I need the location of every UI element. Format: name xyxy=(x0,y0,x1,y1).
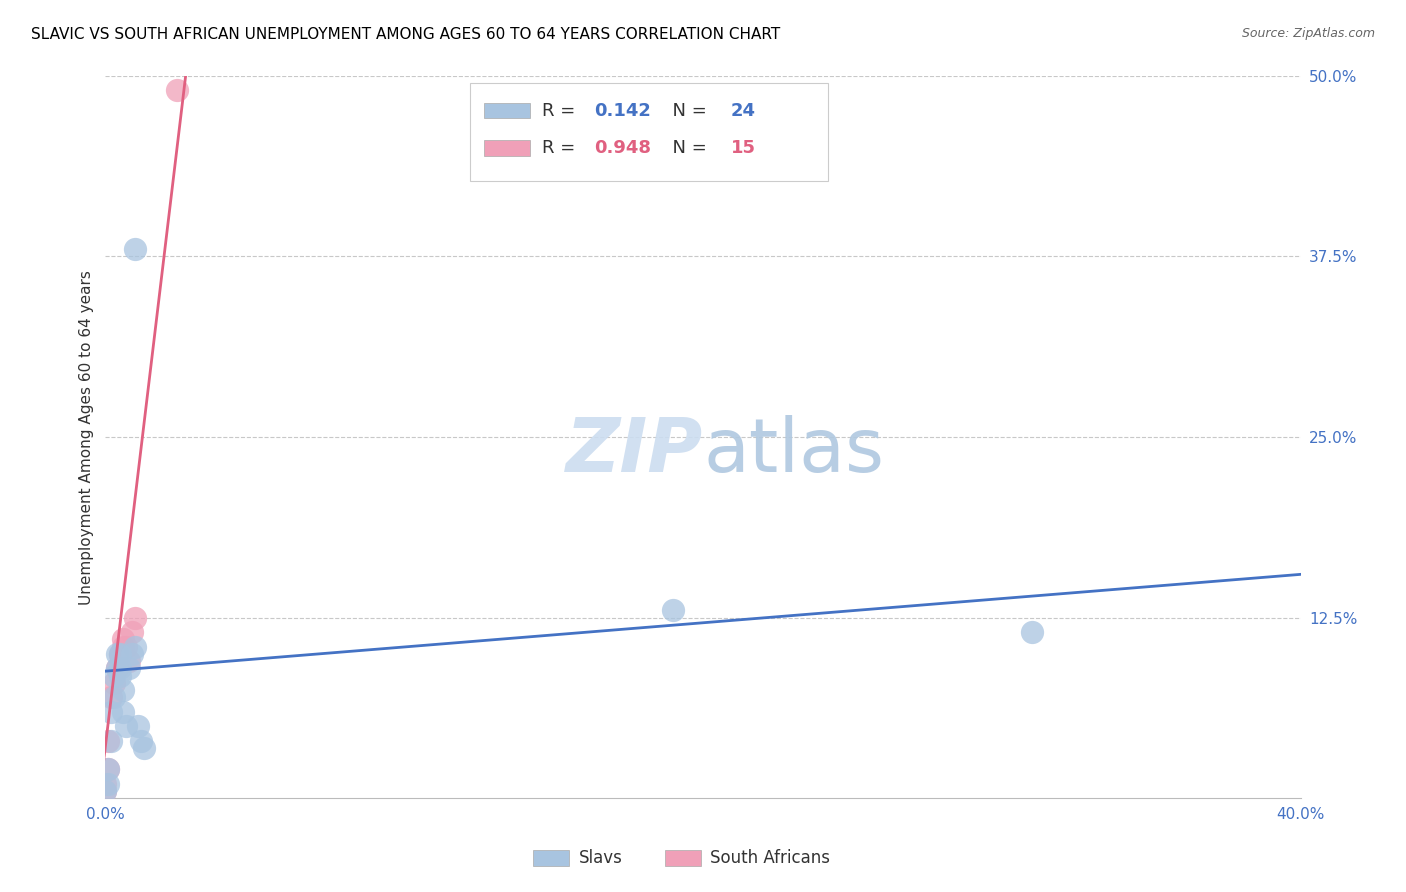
Point xyxy=(103,690,125,705)
FancyBboxPatch shape xyxy=(533,850,569,865)
Point xyxy=(100,690,122,705)
Point xyxy=(121,625,143,640)
Text: Source: ZipAtlas.com: Source: ZipAtlas.com xyxy=(1241,27,1375,40)
Point xyxy=(127,719,149,733)
Point xyxy=(100,705,122,719)
Text: atlas: atlas xyxy=(703,415,884,488)
Point xyxy=(112,632,135,647)
Point xyxy=(112,640,135,654)
Point xyxy=(107,661,129,675)
Text: R =: R = xyxy=(541,139,581,157)
Point xyxy=(134,740,156,755)
Point xyxy=(112,683,135,698)
Point xyxy=(110,647,132,661)
Point xyxy=(110,647,132,661)
Point xyxy=(115,719,138,733)
Point xyxy=(166,83,188,97)
Y-axis label: Unemployment Among Ages 60 to 64 years: Unemployment Among Ages 60 to 64 years xyxy=(79,269,94,605)
Point xyxy=(94,784,117,798)
Text: R =: R = xyxy=(541,102,581,120)
Text: South Africans: South Africans xyxy=(710,848,830,867)
Point xyxy=(112,705,135,719)
Point xyxy=(1021,625,1043,640)
Point xyxy=(124,640,146,654)
Text: SLAVIC VS SOUTH AFRICAN UNEMPLOYMENT AMONG AGES 60 TO 64 YEARS CORRELATION CHART: SLAVIC VS SOUTH AFRICAN UNEMPLOYMENT AMO… xyxy=(31,27,780,42)
Point xyxy=(129,733,153,747)
Text: 24: 24 xyxy=(731,102,755,120)
Point xyxy=(124,610,146,624)
Point xyxy=(662,603,685,617)
Text: ZIP: ZIP xyxy=(565,415,703,488)
Point xyxy=(100,733,122,747)
Text: 0.948: 0.948 xyxy=(595,139,651,157)
Point xyxy=(94,777,117,791)
Text: 0.142: 0.142 xyxy=(595,102,651,120)
Point xyxy=(118,654,141,668)
Point xyxy=(103,668,125,682)
Text: N =: N = xyxy=(661,102,713,120)
Point xyxy=(115,640,138,654)
Point xyxy=(107,647,129,661)
Point xyxy=(110,661,132,675)
Point xyxy=(97,763,120,777)
Text: Slavs: Slavs xyxy=(579,848,623,867)
Text: 15: 15 xyxy=(731,139,755,157)
Point xyxy=(103,675,125,690)
Point xyxy=(97,733,120,747)
Text: N =: N = xyxy=(661,139,713,157)
Point xyxy=(97,763,120,777)
Point xyxy=(97,777,120,791)
Point xyxy=(110,668,132,682)
Point xyxy=(94,784,117,798)
FancyBboxPatch shape xyxy=(484,103,530,119)
Point xyxy=(121,647,143,661)
FancyBboxPatch shape xyxy=(484,140,530,156)
Point xyxy=(107,661,129,675)
Point xyxy=(124,242,146,256)
FancyBboxPatch shape xyxy=(665,850,700,865)
Point xyxy=(118,661,141,675)
FancyBboxPatch shape xyxy=(470,83,828,180)
